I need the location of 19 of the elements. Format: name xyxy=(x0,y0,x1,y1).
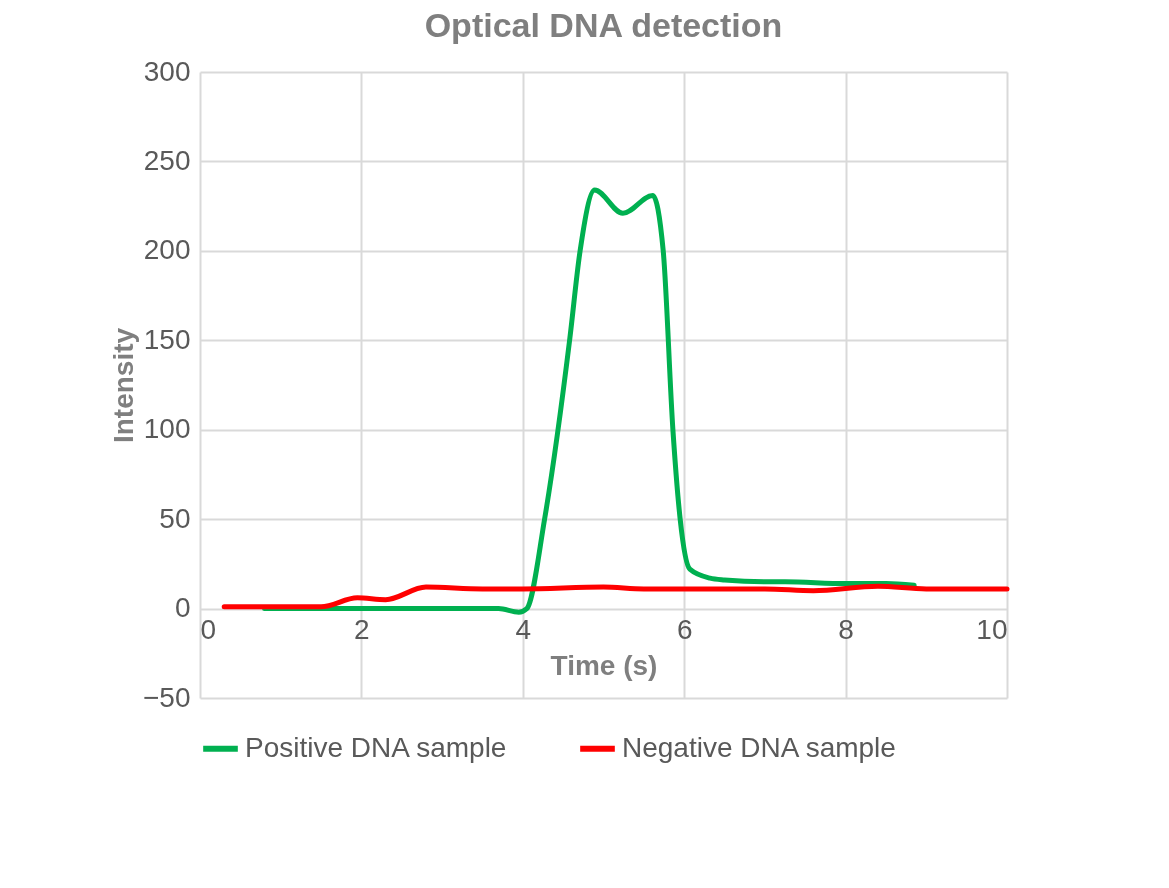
x-tick-label: 6 xyxy=(676,614,693,646)
x-tick-label: 4 xyxy=(515,614,532,646)
x-tick-label: 2 xyxy=(354,614,370,646)
y-tick-label: 300 xyxy=(143,55,191,87)
y-tick-label: 200 xyxy=(143,234,191,266)
legend-label: Positive DNA sample xyxy=(245,731,507,763)
y-tick-label: 150 xyxy=(143,323,191,355)
x-axis-title: Time (s) xyxy=(550,650,658,682)
chart-title: Optical DNA detection xyxy=(424,6,783,44)
y-axis-title: Intensity xyxy=(108,327,139,444)
y-tick-label: 250 xyxy=(143,144,191,176)
legend-label: Negative DNA sample xyxy=(622,731,896,763)
y-tick-label: 0 xyxy=(174,592,191,624)
x-tick-label: 8 xyxy=(838,614,854,646)
y-tick-label: 50 xyxy=(159,502,191,534)
y-tick-label: −50 xyxy=(143,681,191,713)
x-tick-label: 10 xyxy=(976,614,1008,646)
y-tick-label: 100 xyxy=(143,413,191,445)
x-tick-label: 0 xyxy=(200,614,217,646)
